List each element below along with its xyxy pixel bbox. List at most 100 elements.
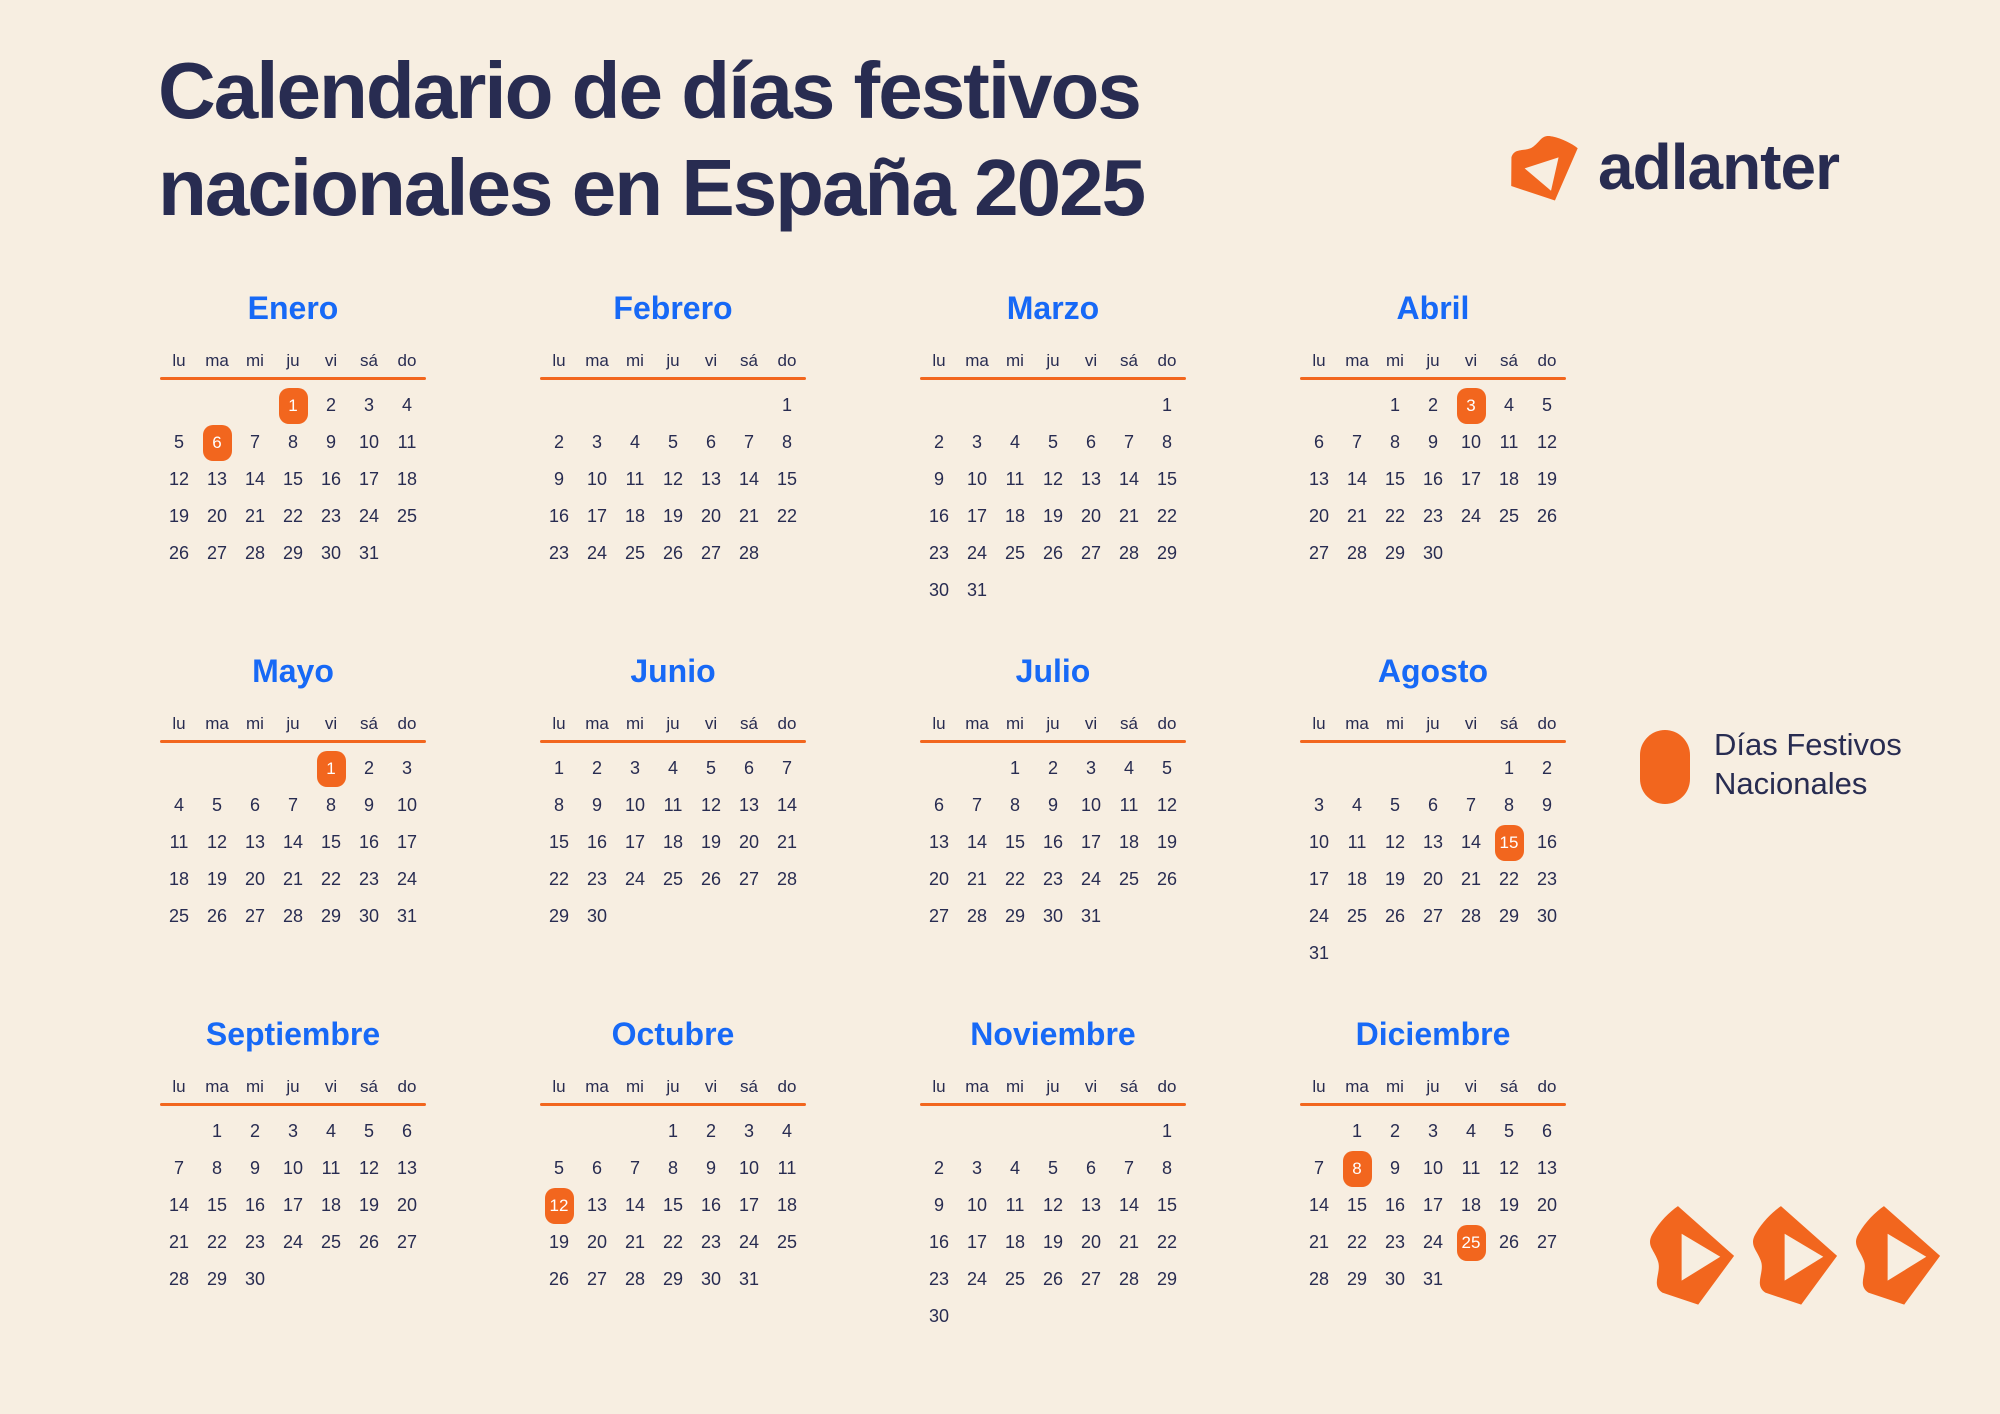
- day-cell: 21: [168, 1232, 190, 1252]
- day-cell: 23: [700, 1232, 722, 1252]
- day-cell-empty: [1300, 750, 1338, 787]
- day-cell: 24: [358, 506, 380, 526]
- day-cell: 29: [1156, 543, 1178, 563]
- day-cell: 29: [662, 1269, 684, 1289]
- weekday-header: vi: [324, 1077, 338, 1096]
- day-cell: 3: [629, 758, 640, 778]
- day-cell: 29: [282, 543, 304, 563]
- day-cell: 16: [928, 506, 950, 526]
- day-cell: 24: [396, 869, 418, 889]
- page-title: Calendario de días festivos nacionales en…: [158, 42, 1146, 236]
- day-cell: 15: [662, 1195, 684, 1215]
- day-cell: 26: [1536, 506, 1558, 526]
- day-cell-empty: [616, 387, 654, 424]
- day-cell: 18: [662, 832, 684, 852]
- day-cell: 3: [1427, 1121, 1438, 1141]
- month-title: Junio: [630, 653, 716, 689]
- day-cell: 21: [282, 869, 304, 889]
- day-cell: 12: [168, 469, 190, 489]
- day-cell: 7: [1123, 1158, 1134, 1178]
- day-cell: 7: [1465, 795, 1476, 815]
- day-cell: 9: [325, 432, 336, 452]
- day-cell: 8: [1503, 795, 1514, 815]
- weekday-header: sá: [1500, 351, 1518, 370]
- day-cell: 20: [700, 506, 722, 526]
- day-cell: 17: [1080, 832, 1102, 852]
- weekday-header: vi: [1084, 714, 1098, 733]
- day-cell: 28: [1118, 1269, 1140, 1289]
- day-cell-empty: [996, 1113, 1034, 1150]
- legend-label: Días Festivos Nacionales: [1714, 725, 1902, 803]
- day-cell: 30: [928, 580, 950, 600]
- weekday-underline: [160, 377, 426, 380]
- weekday-header: vi: [324, 351, 338, 370]
- month-day-grid: lu ma mi ju vi sá do 1 2 3 4 5 6 7 8 9 10 11 12 13 14 15 16 17 1…: [1300, 1073, 1566, 1298]
- day-cell: 17: [396, 832, 418, 852]
- day-cell: 16: [1384, 1195, 1406, 1215]
- day-cell: 6: [1085, 1158, 1096, 1178]
- day-cell: 7: [1123, 432, 1134, 452]
- weekday-header: mi: [1386, 1077, 1404, 1096]
- day-cell: 13: [396, 1158, 418, 1178]
- day-cell: 13: [1536, 1158, 1558, 1178]
- day-cell: 7: [1351, 432, 1362, 452]
- day-cell: 27: [738, 869, 760, 889]
- day-cell: 6: [249, 795, 260, 815]
- day-cell: 8: [1161, 432, 1172, 452]
- day-cell: 9: [249, 1158, 260, 1178]
- day-cell: 14: [966, 832, 988, 852]
- weekday-header: mi: [1006, 1077, 1024, 1096]
- day-cell: 26: [1384, 906, 1406, 926]
- day-cell: 15: [1346, 1195, 1368, 1215]
- day-cell: 23: [928, 1269, 950, 1289]
- month-title: Noviembre: [970, 1016, 1136, 1052]
- day-cell: 4: [325, 1121, 336, 1141]
- day-cell: 23: [1422, 506, 1444, 526]
- day-cell: 13: [1080, 469, 1102, 489]
- month-enero: Enero lu ma mi ju vi sá do 1 2 3 4 5 6 7 8 9 10 11 12 13 14 15…: [160, 290, 426, 653]
- day-cell: 28: [1118, 543, 1140, 563]
- day-cell: 14: [1118, 469, 1140, 489]
- weekday-underline: [920, 1103, 1186, 1106]
- day-cell-empty: [198, 750, 236, 787]
- day-cell-empty: [958, 1113, 996, 1150]
- day-cell: 11: [169, 832, 189, 852]
- day-cell-holiday: 6: [198, 424, 236, 461]
- day-cell: 19: [1498, 1195, 1520, 1215]
- day-cell: 13: [928, 832, 950, 852]
- day-cell: 9: [1541, 795, 1552, 815]
- day-cell: 27: [928, 906, 950, 926]
- day-cell: 20: [396, 1195, 418, 1215]
- day-cell: 19: [1536, 469, 1558, 489]
- month-agosto: Agosto lu ma mi ju vi sá do 1 2 3 4 5 6 7 8 9 10 11 12 13 14 1…: [1300, 653, 1566, 1016]
- day-cell: 13: [206, 469, 228, 489]
- weekday-header: vi: [1464, 1077, 1478, 1096]
- day-cell: 29: [1498, 906, 1520, 926]
- day-cell: 11: [625, 469, 645, 489]
- day-cell: 15: [282, 469, 304, 489]
- weekday-header: ma: [205, 351, 229, 370]
- weekday-header: mi: [626, 714, 644, 733]
- day-cell-empty: [540, 1113, 578, 1150]
- day-cell: 4: [667, 758, 678, 778]
- day-cell: 18: [624, 506, 646, 526]
- weekday-header: ma: [1345, 351, 1369, 370]
- day-cell: 8: [781, 432, 792, 452]
- day-cell: 3: [287, 1121, 298, 1141]
- day-cell: 24: [1308, 906, 1330, 926]
- weekday-header: do: [1157, 714, 1177, 733]
- day-cell: 25: [1498, 506, 1520, 526]
- day-cell: 8: [211, 1158, 222, 1178]
- day-cell: 1: [781, 395, 792, 415]
- day-cell-empty: [958, 387, 996, 424]
- holiday-badge-mayo-1: 1: [316, 750, 346, 787]
- calendar-grid: Enero lu ma mi ju vi sá do 1 2 3 4 5 6 7 8 9 10 11 12 13 14 15…: [160, 290, 1566, 1379]
- day-cell: 12: [1042, 469, 1064, 489]
- day-cell: 28: [738, 543, 760, 563]
- month-octubre: Octubre lu ma mi ju vi sá do 1 2 3 4 5 6 7 8 9 10 11 12 13 14…: [540, 1016, 806, 1379]
- weekday-header: ju: [286, 1077, 300, 1096]
- day-cell: 12: [662, 469, 684, 489]
- day-cell-empty: [1110, 1113, 1148, 1150]
- day-cell: 1: [1161, 1121, 1172, 1141]
- weekday-header: ma: [205, 714, 229, 733]
